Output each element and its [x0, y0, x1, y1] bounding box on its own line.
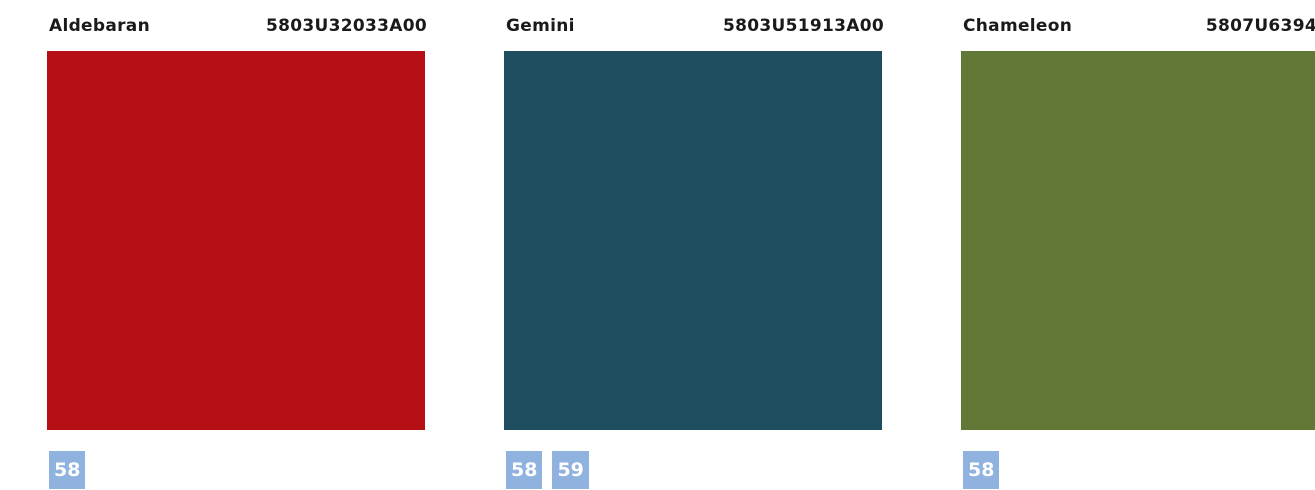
card-header: Aldebaran 5803U32033A00	[49, 14, 427, 38]
color-card-chameleon[interactable]: Chameleon 5807U63945F 58	[961, 0, 1315, 490]
color-code: 5807U63945F	[1205, 16, 1315, 36]
color-swatch[interactable]	[961, 51, 1315, 430]
color-name: Aldebaran	[49, 16, 150, 36]
color-card-gemini[interactable]: Gemini 5803U51913A00 58 59	[504, 0, 884, 490]
card-header: Chameleon 5807U63945F	[963, 14, 1315, 38]
card-header: Gemini 5803U51913A00	[506, 14, 884, 38]
color-name: Gemini	[506, 16, 575, 36]
color-name: Chameleon	[963, 16, 1073, 36]
page-badges: 58	[963, 451, 1000, 489]
page-badge[interactable]: 58	[963, 451, 1000, 489]
page-badge[interactable]: 58	[506, 451, 543, 489]
color-swatch[interactable]	[504, 51, 882, 430]
color-card-aldebaran[interactable]: Aldebaran 5803U32033A00 58	[47, 0, 427, 490]
page-badges: 58	[49, 451, 86, 489]
color-swatch[interactable]	[47, 51, 425, 430]
color-code: 5803U32033A00	[266, 16, 427, 36]
page-badge[interactable]: 59	[552, 451, 589, 489]
page-badge[interactable]: 58	[49, 451, 86, 489]
page-badges: 58 59	[506, 451, 589, 489]
color-code: 5803U51913A00	[723, 16, 884, 36]
